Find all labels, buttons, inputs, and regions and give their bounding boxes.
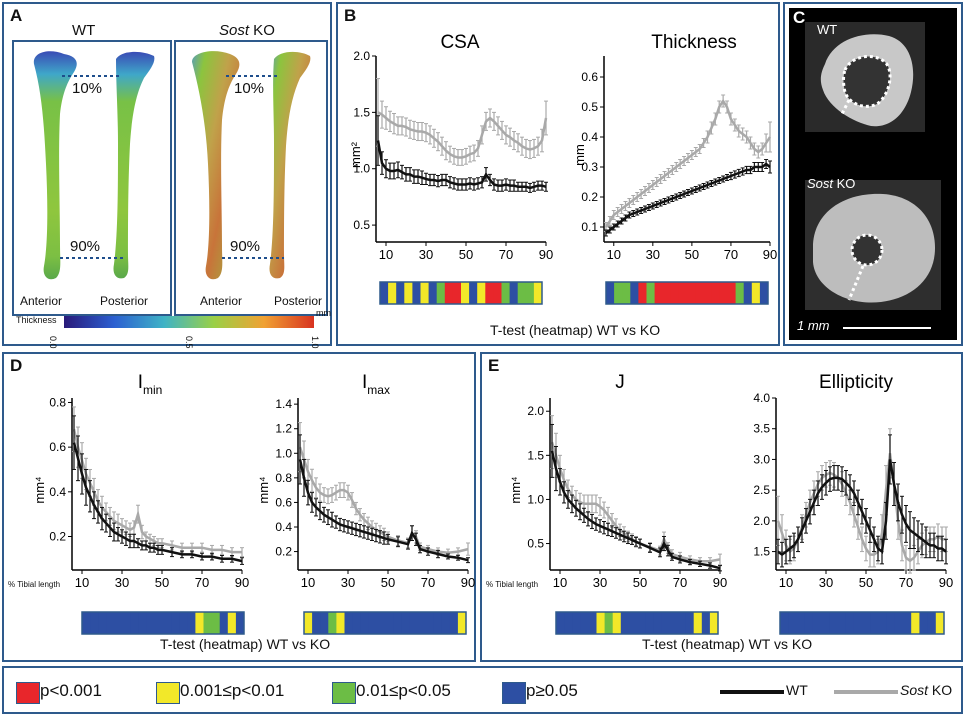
panel-d-label: D [10, 356, 23, 375]
heatmap-caption-e: T-test (heatmap) WT vs KO [642, 636, 813, 652]
colorbar-tick-0: 0.0 [48, 336, 58, 349]
panel-e: E % Tibial length T-test (heatmap) WT vs… [480, 352, 963, 662]
ko-posterior-bone [269, 51, 311, 279]
legend-label-pge05: p≥0.05 [526, 681, 578, 700]
panel-c-label: C [793, 8, 806, 27]
panel-c: C WT Sost KO 1 mm [783, 2, 963, 346]
panel-d: D % Tibial length T-test (heatmap) WT vs… [2, 352, 476, 662]
legend-line-ko [834, 690, 898, 694]
heatmap-caption-d: T-test (heatmap) WT vs KO [160, 636, 331, 652]
legend-label-p001: p<0.001 [40, 681, 102, 700]
wt-anterior-bone [33, 51, 77, 280]
legend-label-p05: 0.01≤p<0.05 [356, 681, 451, 700]
legend-label-ko: Sost KO [900, 682, 953, 698]
heatmap-caption-b: T-test (heatmap) WT vs KO [490, 322, 661, 338]
ct-wt-label: WT [817, 22, 838, 37]
ko-bone-title: Sost KO [219, 22, 275, 39]
panel-a: A WT Sost KO [2, 2, 332, 349]
ko-posterior-label: Posterior [274, 294, 323, 308]
wt-90-label: 90% [70, 238, 101, 255]
wt-anterior-label: Anterior [20, 294, 63, 308]
ko-anterior-bone [192, 51, 240, 280]
wt-posterior-label: Posterior [100, 294, 149, 308]
panel-a-label: A [10, 6, 23, 25]
ko-10-label: 10% [234, 80, 265, 97]
legend-swatch-yellow [156, 682, 180, 704]
colorbar-title: Thickness [16, 315, 57, 325]
legend-panel: p<0.001 0.001≤p<0.01 0.01≤p<0.05 p≥0.05 … [2, 666, 963, 714]
panel-e-label: E [488, 356, 500, 375]
legend-swatch-red [16, 682, 40, 704]
wt-posterior-bone [113, 51, 155, 279]
legend-label-p01: 0.001≤p<0.01 [180, 681, 285, 700]
legend-line-wt [720, 690, 784, 694]
ko-marrow-ring [850, 233, 884, 267]
wt-10-label: 10% [72, 80, 103, 97]
ct-sections [805, 22, 941, 329]
panel-b: B T-test (heatmap) WT vs KO [336, 2, 780, 346]
wt-marrow-ring [842, 54, 892, 108]
wt-frame [12, 40, 172, 316]
ko-90-label: 90% [230, 238, 261, 255]
colorbar-unit: mm [316, 308, 331, 318]
scale-label: 1 mm [797, 318, 830, 333]
tibial-length-label-d: % Tibial length [8, 580, 61, 589]
ct-ko-label: Sost KO [807, 176, 856, 191]
thickness-colorbar [64, 316, 314, 328]
tibial-length-label-e: % Tibial length [486, 580, 539, 589]
bone-renderings [33, 51, 314, 328]
legend-label-wt: WT [786, 682, 808, 698]
ko-frame [174, 40, 328, 316]
ko-anterior-label: Anterior [200, 294, 243, 308]
legend-swatch-green [332, 682, 356, 704]
legend-swatch-blue [502, 682, 526, 704]
colorbar-tick-2: 1.0 [310, 336, 320, 349]
wt-bone-title: WT [72, 22, 96, 39]
panel-b-label: B [344, 6, 357, 25]
colorbar-tick-1: 0.5 [184, 336, 194, 349]
